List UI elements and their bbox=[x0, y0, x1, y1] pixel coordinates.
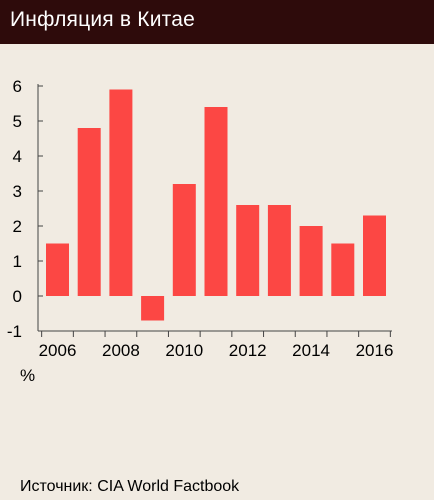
y-tick-label: 1 bbox=[13, 252, 22, 271]
bar-2008 bbox=[109, 89, 133, 296]
bar-chart: 6 5 4 3 2 1 0 -1 2006 2008 2010 2012 2014 2016 bbox=[7, 77, 394, 360]
y-tick-label: 2 bbox=[13, 217, 22, 236]
x-tick-label: 2016 bbox=[356, 341, 394, 360]
chart-title: Инфляция в Китае bbox=[10, 8, 195, 31]
y-tick-label: 0 bbox=[13, 287, 22, 306]
source-note: Источник: CIA World Factbook bbox=[20, 478, 240, 495]
x-tick-label: 2014 bbox=[292, 341, 330, 360]
bar-2014 bbox=[299, 226, 323, 296]
bar-2007 bbox=[77, 128, 101, 296]
y-unit-label: % bbox=[20, 366, 36, 385]
bar-2015 bbox=[331, 243, 355, 296]
bar-2010 bbox=[172, 184, 196, 296]
x-tick-label: 2008 bbox=[102, 341, 140, 360]
bar-2009 bbox=[141, 296, 165, 321]
x-tick-label: 2006 bbox=[39, 341, 77, 360]
bar-2011 bbox=[204, 107, 228, 296]
bar-2006 bbox=[46, 243, 69, 296]
bar-2013 bbox=[267, 205, 291, 296]
y-tick-label: 3 bbox=[13, 182, 22, 201]
y-tick-label: 4 bbox=[13, 147, 22, 166]
y-tick-label: 6 bbox=[13, 77, 22, 96]
header-bar: Инфляция в Китае bbox=[0, 0, 434, 44]
bar-2012 bbox=[236, 205, 260, 296]
y-tick-label: -1 bbox=[7, 322, 22, 341]
x-tick-label: 2012 bbox=[229, 341, 267, 360]
bar-2016 bbox=[363, 215, 386, 296]
x-tick-label: 2010 bbox=[165, 341, 203, 360]
y-tick-label: 5 bbox=[13, 112, 22, 131]
